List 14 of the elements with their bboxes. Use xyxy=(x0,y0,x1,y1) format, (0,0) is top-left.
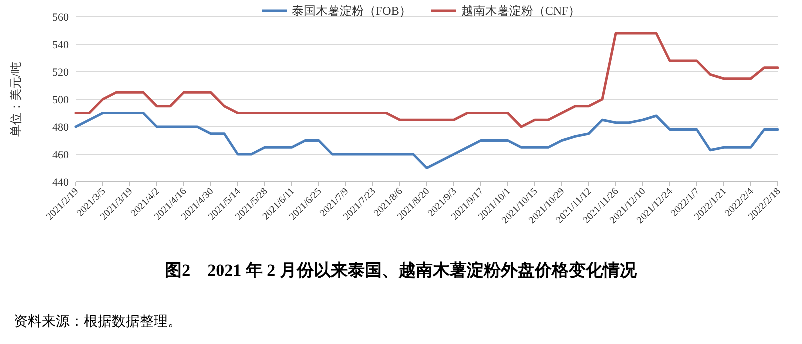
y-tick-label: 560 xyxy=(52,12,70,24)
y-tick-label: 480 xyxy=(52,122,70,134)
line-series xyxy=(74,32,780,128)
legend-label: 越南木薯淀粉（CNF） xyxy=(461,4,581,18)
text: 图2 2021 年 2 月份以来泰国、越南木薯淀粉外盘价格变化情况 xyxy=(165,261,638,280)
text: 资料来源：根据数据整理。 xyxy=(14,314,182,330)
y-tick-label: 500 xyxy=(52,94,70,106)
line-series xyxy=(74,112,780,170)
legend-label: 泰国木薯淀粉（FOB） xyxy=(292,4,412,18)
y-tick-label: 460 xyxy=(52,150,70,162)
y-tick-label: 520 xyxy=(52,67,70,79)
y-tick-label: 540 xyxy=(52,40,70,52)
y-tick-label: 440 xyxy=(52,177,70,189)
y-axis-title: 单位：美元/吨 xyxy=(9,62,23,138)
